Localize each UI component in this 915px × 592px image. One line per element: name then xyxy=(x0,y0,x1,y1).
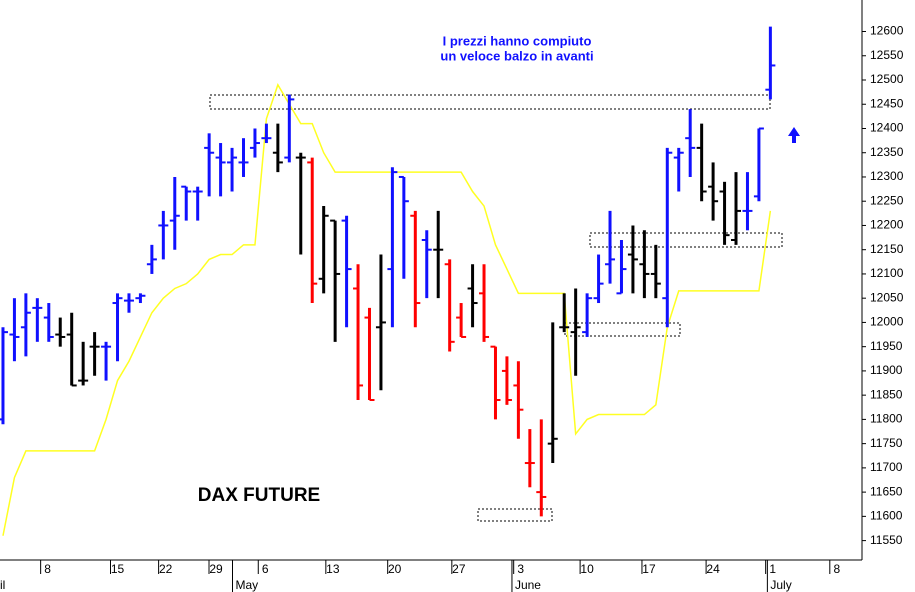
annotation: un veloce balzo in avanti xyxy=(440,48,593,63)
x-tick-label: 22 xyxy=(159,562,173,576)
y-tick-label: 12400 xyxy=(870,121,904,135)
y-tick-label: 12150 xyxy=(870,242,904,256)
y-tick-label: 12200 xyxy=(870,218,904,232)
month-label: il xyxy=(0,578,5,592)
x-tick-label: 15 xyxy=(111,562,125,576)
x-tick-label: 10 xyxy=(580,562,594,576)
x-tick-label: 6 xyxy=(262,562,269,576)
annotation: I prezzi hanno compiuto xyxy=(443,33,592,48)
x-tick-label: 20 xyxy=(388,562,402,576)
chart-label: DAX FUTURE xyxy=(198,485,320,506)
y-tick-label: 11750 xyxy=(870,436,903,450)
y-tick-label: 12600 xyxy=(870,24,904,38)
y-tick-label: 11950 xyxy=(870,339,903,353)
x-tick-label: 8 xyxy=(833,562,840,576)
overlay-line xyxy=(2,83,772,536)
y-tick-label: 11650 xyxy=(870,484,903,498)
y-tick-label: 11700 xyxy=(870,460,903,474)
y-tick-label: 11850 xyxy=(870,387,903,401)
y-tick-label: 12100 xyxy=(870,266,904,280)
x-tick-label: 13 xyxy=(326,562,340,576)
box xyxy=(209,94,771,110)
x-tick-label: 29 xyxy=(209,562,223,576)
x-tick-label: 8 xyxy=(44,562,51,576)
y-tick-label: 11600 xyxy=(870,509,903,523)
y-tick-label: 11900 xyxy=(870,363,903,377)
box xyxy=(589,232,783,248)
x-tick-label: 1 xyxy=(769,562,776,576)
y-tick-label: 12500 xyxy=(870,72,904,86)
month-label: July xyxy=(770,578,791,592)
y-tick-label: 12450 xyxy=(870,96,904,110)
y-tick-label: 12250 xyxy=(870,193,904,207)
y-tick-label: 12550 xyxy=(870,48,904,62)
box xyxy=(477,508,553,522)
x-tick-label: 27 xyxy=(452,562,466,576)
x-tick-label: 3 xyxy=(517,562,524,576)
y-tick-label: 12000 xyxy=(870,315,904,329)
arrow-up xyxy=(788,127,800,143)
month-label: June xyxy=(515,578,541,592)
y-tick-label: 12350 xyxy=(870,145,904,159)
y-tick-label: 12050 xyxy=(870,290,904,304)
x-tick-label: 24 xyxy=(706,562,720,576)
y-tick-label: 12300 xyxy=(870,169,904,183)
x-tick-label: 17 xyxy=(642,562,656,576)
y-tick-label: 11550 xyxy=(870,533,903,547)
y-tick-label: 11800 xyxy=(870,412,903,426)
month-label: May xyxy=(235,578,258,592)
